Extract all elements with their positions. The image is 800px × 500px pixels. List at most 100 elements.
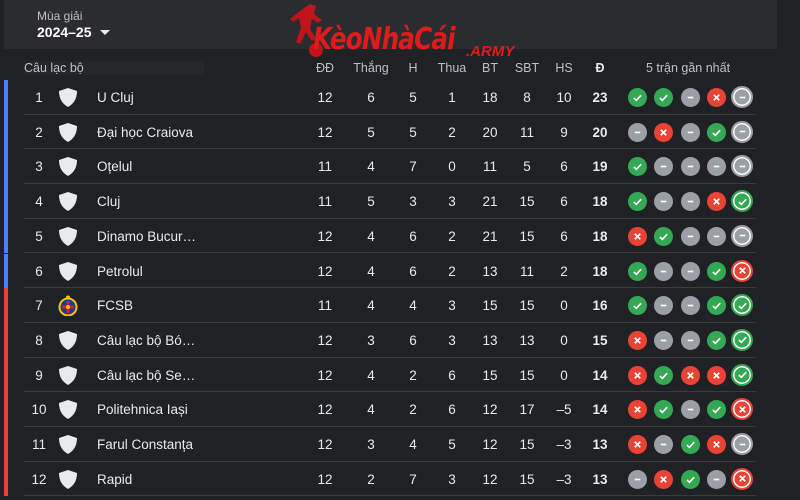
form-draw-icon[interactable]	[680, 192, 700, 212]
table-row[interactable]: 1 12 6 5 1 18 8 10 23 U Cluj	[0, 80, 800, 115]
form-draw-icon[interactable]	[653, 192, 673, 212]
form-draw-icon[interactable]	[653, 296, 673, 316]
cell-drawn: 4	[409, 298, 417, 314]
team-name[interactable]: Dinamo Bucur…	[97, 228, 197, 244]
form-draw-icon[interactable]	[627, 122, 647, 142]
cell-drawn: 2	[409, 367, 417, 383]
form-win-icon[interactable]	[731, 294, 753, 317]
season-dropdown[interactable]: 2024–25	[37, 24, 110, 40]
form-draw-icon[interactable]	[680, 400, 700, 420]
team-name[interactable]: Farul Constanța	[97, 437, 194, 452]
form-draw-icon[interactable]	[680, 157, 700, 177]
zone-indicator	[4, 114, 8, 150]
form-loss-icon[interactable]	[653, 469, 673, 489]
team-name[interactable]: Rapid	[97, 471, 133, 487]
form-draw-icon[interactable]	[680, 88, 700, 107]
team-name[interactable]: Đại học Craiova	[97, 124, 194, 140]
table-row[interactable]: 11 12 3 4 5 12 15 –3 13 Farul Constanța	[0, 427, 800, 462]
form-win-icon[interactable]	[653, 400, 673, 420]
team-name[interactable]: Petrolul	[97, 263, 143, 279]
form-draw-icon[interactable]	[653, 435, 673, 454]
form-win-icon[interactable]	[653, 226, 673, 246]
form-loss-icon[interactable]	[627, 330, 647, 350]
header-lost: Thua	[437, 61, 467, 75]
zone-indicator	[4, 253, 8, 289]
form-win-icon[interactable]	[680, 435, 700, 454]
form-draw-icon[interactable]	[680, 122, 700, 142]
form-draw-icon[interactable]	[627, 469, 647, 489]
shield-icon	[59, 122, 77, 142]
shield-icon	[59, 157, 77, 177]
form-win-icon[interactable]	[653, 365, 673, 385]
form-loss-icon[interactable]	[627, 400, 647, 420]
table-row[interactable]: 2 12 5 5 2 20 11 9 20 Đại học Craiova	[0, 114, 800, 150]
table-row[interactable]: 9 12 4 2 6 15 15 0 14 Câu lạc bộ Se…	[0, 357, 800, 393]
form-win-icon[interactable]	[706, 330, 726, 350]
table-row[interactable]: 8 12 3 6 3 13 13 0 15 Câu lạc bộ Bó…	[0, 322, 800, 358]
table-row[interactable]: 3 11 4 7 0 11 5 6 19 Oțelul	[0, 149, 800, 185]
form-loss-icon[interactable]	[731, 467, 753, 490]
team-name[interactable]: Câu lạc bộ Bó…	[97, 332, 196, 348]
header-won: Thắng	[353, 61, 389, 75]
form-draw-icon[interactable]	[731, 224, 753, 247]
form-draw-icon[interactable]	[731, 433, 753, 455]
cell-won: 3	[367, 332, 375, 348]
team-name[interactable]: U Cluj	[97, 90, 134, 105]
cell-ga: 5	[523, 159, 531, 175]
form-win-icon[interactable]	[731, 190, 753, 213]
form-draw-icon[interactable]	[653, 261, 673, 281]
form-draw-icon[interactable]	[731, 120, 753, 143]
cell-gf: 12	[482, 437, 498, 452]
form-draw-icon[interactable]	[706, 157, 726, 177]
form-win-icon[interactable]	[680, 469, 700, 489]
form-loss-icon[interactable]	[706, 88, 726, 107]
cell-won: 5	[367, 124, 375, 140]
table-row[interactable]: 4 11 5 3 3 21 15 6 18 Cluj	[0, 184, 800, 219]
form-draw-icon[interactable]	[680, 261, 700, 281]
form-loss-icon[interactable]	[653, 122, 673, 142]
team-name[interactable]: Politehnica Iași	[97, 402, 188, 418]
cell-pts: 14	[592, 367, 608, 383]
form-win-icon[interactable]	[706, 122, 726, 142]
form-win-icon[interactable]	[653, 88, 673, 107]
form-win-icon[interactable]	[627, 192, 647, 212]
form-draw-icon[interactable]	[731, 86, 753, 108]
team-name[interactable]: Câu lạc bộ Se…	[97, 367, 196, 383]
form-draw-icon[interactable]	[706, 469, 726, 489]
form-win-icon[interactable]	[627, 157, 647, 177]
cell-gd: 2	[560, 263, 568, 279]
form-draw-icon[interactable]	[680, 296, 700, 316]
form-draw-icon[interactable]	[653, 157, 673, 177]
form-loss-icon[interactable]	[706, 365, 726, 385]
form-win-icon[interactable]	[706, 296, 726, 316]
form-draw-icon[interactable]	[680, 226, 700, 246]
table-row[interactable]: 10 12 4 2 6 12 17 –5 14 Politehnica Iași	[0, 392, 800, 427]
form-win-icon[interactable]	[706, 261, 726, 281]
form-loss-icon[interactable]	[627, 365, 647, 385]
form-loss-icon[interactable]	[680, 365, 700, 385]
form-loss-icon[interactable]	[627, 435, 647, 454]
form-draw-icon[interactable]	[706, 226, 726, 246]
form-win-icon[interactable]	[706, 400, 726, 420]
form-draw-icon[interactable]	[731, 155, 753, 178]
form-loss-icon[interactable]	[731, 398, 753, 421]
team-name[interactable]: Cluj	[97, 194, 121, 210]
form-win-icon[interactable]	[731, 328, 753, 351]
cell-ga: 15	[519, 471, 535, 487]
form-win-icon[interactable]	[627, 88, 647, 107]
form-win-icon[interactable]	[627, 261, 647, 281]
form-loss-icon[interactable]	[627, 226, 647, 246]
form-draw-icon[interactable]	[653, 330, 673, 350]
form-loss-icon[interactable]	[706, 435, 726, 454]
table-row[interactable]: 6 12 4 6 2 13 11 2 18 Petrolul	[0, 253, 800, 289]
form-draw-icon[interactable]	[680, 330, 700, 350]
form-loss-icon[interactable]	[731, 259, 753, 282]
team-name[interactable]: Oțelul	[97, 159, 133, 175]
form-loss-icon[interactable]	[706, 192, 726, 212]
form-win-icon[interactable]	[627, 296, 647, 316]
table-row[interactable]: 12 12 2 7 3 12 15 –3 13 Rapid	[0, 461, 800, 497]
table-row[interactable]: 5 12 4 6 2 21 15 6 18 Dinamo Bucur…	[0, 218, 800, 254]
form-win-icon[interactable]	[731, 363, 753, 386]
team-name[interactable]: FCSB	[97, 298, 134, 314]
table-row[interactable]: 7 11 4 4 3 15 15 0 16 FCSB	[0, 288, 800, 323]
